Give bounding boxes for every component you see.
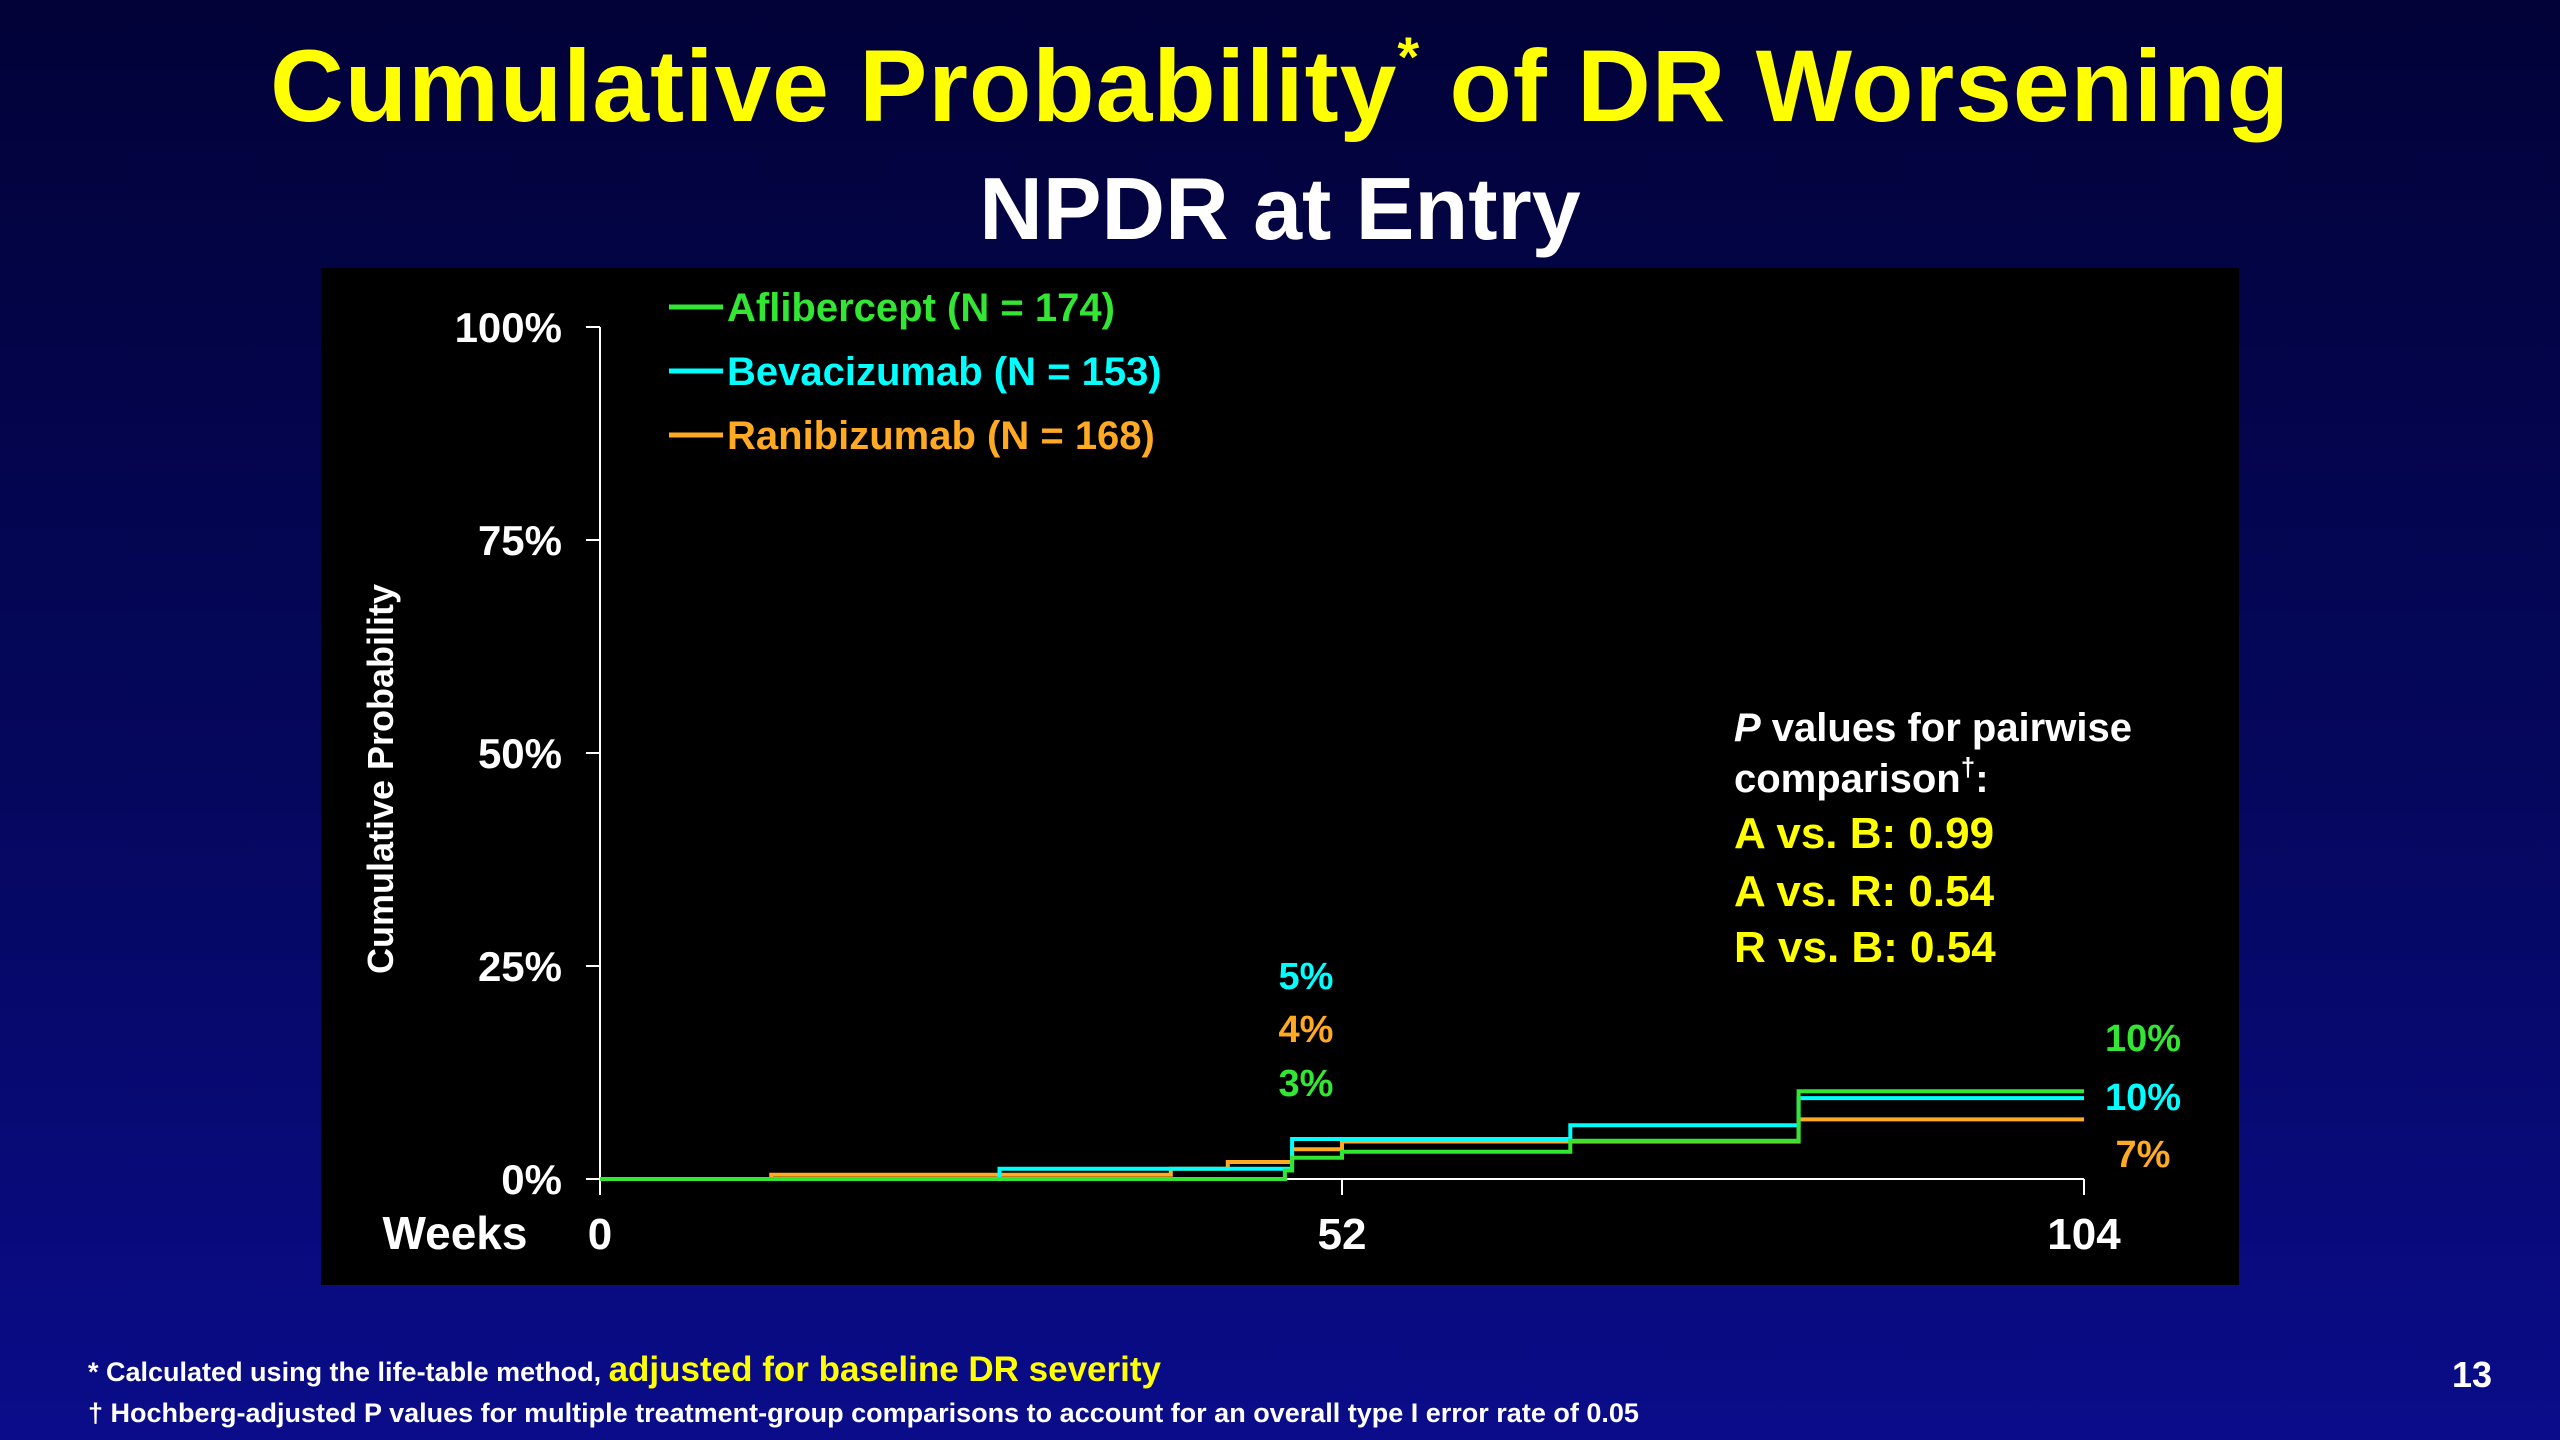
y-axis-label: Cumulative Probability <box>360 584 401 974</box>
pvalues-heading-line1: P values for pairwise <box>1734 706 2132 750</box>
chart-panel: 0% 25% 50% 75% 100% 0 52 104 Weeks Cumulative Pro… <box>321 268 2239 1285</box>
y-tick-label: 75% <box>478 517 562 564</box>
series-line-3 <box>600 1117 2084 1181</box>
x-axis-label: Weeks <box>383 1207 528 1259</box>
series-line-1 <box>600 1089 2084 1181</box>
annotation-week52-1: 5% <box>1279 956 1334 998</box>
footnote-2-text: Hochberg-adjusted P values for multiple … <box>103 1398 1639 1428</box>
annotation-week104-2: 10% <box>2105 1077 2181 1119</box>
pvalue-comparison-1: A vs. B: 0.99 <box>1734 809 1994 858</box>
footnote-2: † Hochberg-adjusted P values for multipl… <box>88 1398 1639 1429</box>
chart-svg: 0% 25% 50% 75% 100% 0 52 104 Weeks Cumulative Pro… <box>360 286 2181 1259</box>
title-asterisk: * <box>1397 25 1421 88</box>
annotation-week104-3: 7% <box>2116 1134 2171 1176</box>
y-tick-label: 100% <box>455 304 562 351</box>
legend-entry-1: Aflibercept (N = 174) <box>727 286 1115 330</box>
y-tick-label: 0% <box>501 1156 562 1203</box>
legend-entry-3: Ranibizumab (N = 168) <box>727 414 1155 458</box>
legend-entry-2: Bevacizumab (N = 153) <box>727 350 1162 394</box>
y-tick-label: 25% <box>478 943 562 990</box>
annotation-week52-2: 4% <box>1279 1009 1334 1051</box>
slide-title: Cumulative Probability* of DR Worsening <box>0 25 2560 145</box>
pvalues-heading-colon: : <box>1975 757 1988 801</box>
annotation-week52-3: 3% <box>1279 1063 1334 1105</box>
x-tick-label: 52 <box>1318 1210 1367 1259</box>
pvalue-comparison-2: A vs. R: 0.54 <box>1734 867 1995 916</box>
footnote-1-text: Calculated using the life-table method, <box>98 1357 609 1387</box>
title-suffix: of DR Worsening <box>1420 29 2290 143</box>
footnote-2-mark: † <box>88 1398 104 1428</box>
pvalues-heading-p: P <box>1734 706 1761 750</box>
pvalue-comparison-3: R vs. B: 0.54 <box>1734 923 1996 972</box>
series-line-2 <box>600 1096 2084 1181</box>
slide-number: 13 <box>2451 1354 2492 1395</box>
footnote-1-highlight: adjusted for baseline DR severity <box>608 1350 1161 1389</box>
pvalues-heading-word: comparison <box>1734 757 1961 801</box>
pvalues-heading-line2: comparison†: <box>1734 752 1989 801</box>
x-tick-label: 104 <box>2047 1210 2121 1259</box>
x-tick-label: 0 <box>588 1210 612 1259</box>
y-tick-label: 50% <box>478 730 562 777</box>
annotation-week104-1: 10% <box>2105 1018 2181 1060</box>
footnote-1: * Calculated using the life-table method… <box>88 1350 1161 1390</box>
slide-subtitle: NPDR at Entry <box>979 159 1581 258</box>
footnote-1-mark: * <box>88 1357 99 1387</box>
pvalues-heading-rest: values for pairwise <box>1761 706 2132 750</box>
pvalues-heading-dagger: † <box>1961 752 1975 782</box>
title-main: Cumulative Probability <box>270 29 1398 143</box>
